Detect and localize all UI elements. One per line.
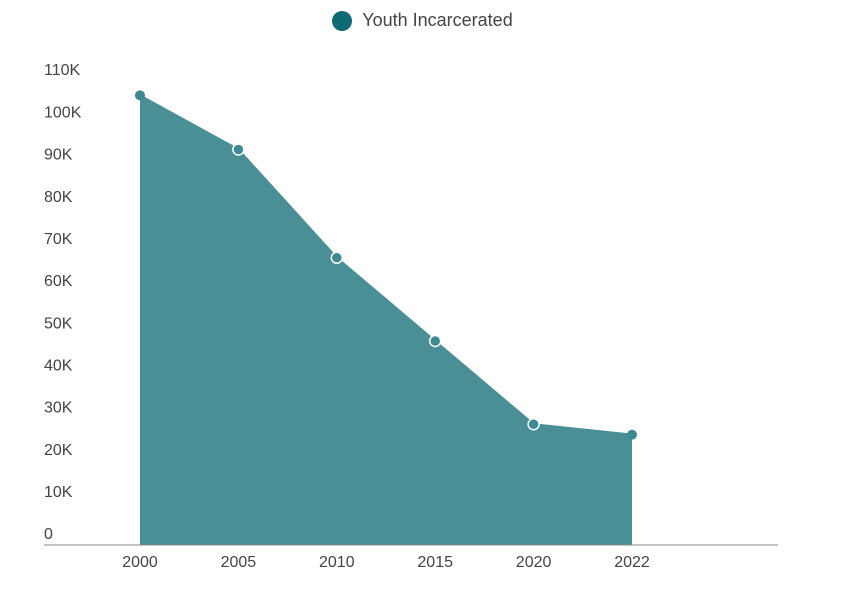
data-point [627, 429, 637, 440]
x-tick-label: 2005 [221, 554, 257, 571]
y-tick-label: 100K [44, 104, 82, 121]
x-tick-label: 2010 [319, 554, 355, 571]
data-point [330, 251, 344, 264]
x-tick-label: 2020 [516, 554, 552, 571]
x-tick-label: 2015 [417, 554, 453, 571]
legend-label: Youth Incarcerated [362, 10, 513, 30]
y-tick-label: 30K [44, 400, 73, 417]
y-tick-label: 110K [44, 62, 81, 79]
data-point [232, 143, 245, 156]
chart-legend: Youth Incarcerated [0, 10, 845, 31]
y-tick-label: 20K [44, 442, 73, 459]
x-tick-label: 2000 [122, 554, 158, 571]
y-tick-label: 80K [44, 189, 73, 206]
y-tick-label: 40K [44, 357, 73, 374]
x-tick-label: 2022 [614, 554, 650, 571]
y-tick-label: 90K [44, 147, 73, 164]
data-point [428, 334, 442, 348]
y-tick-label: 0 [44, 526, 53, 543]
y-tick-label: 60K [44, 273, 73, 290]
area-fill [140, 95, 632, 545]
y-tick-label: 50K [44, 315, 73, 332]
y-tick-label: 70K [44, 231, 73, 248]
legend-marker [332, 10, 353, 31]
data-point [527, 418, 540, 431]
y-tick-label: 10K [44, 484, 73, 501]
series-line [139, 94, 633, 436]
data-point [135, 90, 145, 101]
